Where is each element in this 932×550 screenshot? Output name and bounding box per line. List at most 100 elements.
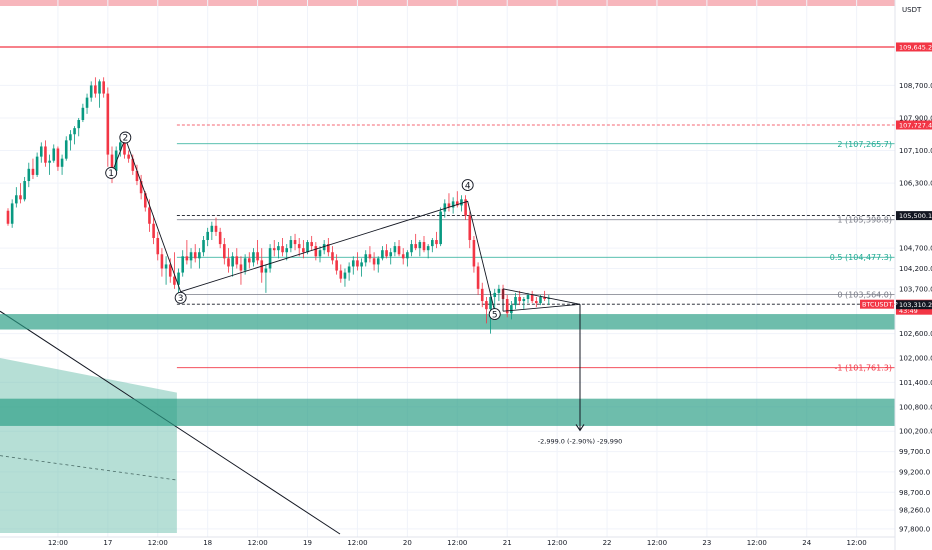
candle-body bbox=[214, 225, 218, 232]
candle-body bbox=[468, 215, 472, 241]
candle-body bbox=[19, 195, 22, 200]
candle-body bbox=[447, 203, 451, 208]
currency-label: USDT bbox=[902, 6, 922, 14]
price-tick-label: 99,200.0 bbox=[899, 468, 930, 476]
projection-arrowhead bbox=[575, 424, 585, 432]
candle-body bbox=[455, 201, 459, 206]
fib-level-label: 2 (107,265.7) bbox=[837, 140, 892, 149]
price-tick-label: 103,700.0 bbox=[899, 285, 932, 293]
candle-body bbox=[493, 292, 497, 297]
price-tick-label: 98,260.0 bbox=[899, 507, 930, 515]
candle-body bbox=[372, 258, 376, 265]
candle-body bbox=[522, 299, 526, 302]
candle-body bbox=[268, 248, 272, 269]
candle-body bbox=[381, 250, 384, 259]
candle-body bbox=[39, 146, 43, 157]
candle-body bbox=[77, 120, 81, 129]
demand-zones bbox=[0, 314, 895, 426]
candle-body bbox=[385, 250, 388, 257]
price-tags: 109,645.2107,727.4105,500.1103,323.043:4… bbox=[860, 42, 932, 315]
time-tick-label: 12:00 bbox=[148, 539, 168, 547]
time-tick-label: 12:00 bbox=[248, 539, 268, 547]
price-tick-label: 100,800.0 bbox=[899, 403, 932, 411]
candle-body bbox=[543, 296, 546, 300]
candle-body bbox=[231, 256, 234, 267]
time-tick-label: 21 bbox=[503, 539, 512, 547]
time-tick-label: 12:00 bbox=[48, 539, 68, 547]
candle-body bbox=[239, 264, 243, 271]
price-tick-label: 102,600.0 bbox=[899, 330, 932, 338]
time-axis-ticks: 12:00 17 12:00 18 12:00 19 12:00 20 12:00 21 12:00… bbox=[48, 539, 867, 547]
candle-body bbox=[160, 254, 164, 269]
candle-body bbox=[23, 181, 26, 200]
candle-body bbox=[81, 107, 85, 121]
candle-body bbox=[376, 258, 380, 265]
candle-body bbox=[514, 296, 517, 306]
candle-body bbox=[439, 211, 442, 245]
candle-body bbox=[368, 254, 372, 259]
candles bbox=[6, 77, 551, 334]
candle-body bbox=[526, 294, 530, 300]
wave-label: 5 bbox=[492, 310, 498, 320]
price-tick-label: 97,800.0 bbox=[899, 525, 930, 533]
candle-body bbox=[89, 85, 93, 98]
candle-body bbox=[164, 264, 168, 269]
demand-zone bbox=[0, 314, 895, 330]
candle-body bbox=[327, 244, 330, 253]
candle-body bbox=[331, 252, 334, 261]
candle-body bbox=[443, 203, 447, 212]
wave-marker bbox=[119, 131, 132, 144]
candle-body bbox=[223, 244, 226, 259]
fib-extension: 2 (107,265.7) 1 (105,398.8) 0.5 (104,477.3… bbox=[176, 140, 895, 373]
candle-body bbox=[489, 296, 492, 310]
candle-body bbox=[247, 258, 251, 263]
candle-body bbox=[431, 240, 434, 247]
candle-body bbox=[302, 248, 305, 253]
candle-body bbox=[52, 148, 56, 161]
price-tag-label: 107,727.4 bbox=[899, 121, 932, 129]
wave-marker bbox=[461, 179, 474, 192]
candle-body bbox=[198, 252, 201, 259]
candle-body bbox=[322, 244, 326, 251]
wave-marker bbox=[488, 308, 501, 321]
candle-body bbox=[410, 244, 413, 253]
candle-body bbox=[351, 260, 355, 267]
candle-body bbox=[485, 301, 488, 310]
candle-body bbox=[414, 244, 417, 249]
candle-body bbox=[464, 199, 467, 216]
time-tick-label: 24 bbox=[802, 539, 811, 547]
candle-body bbox=[518, 296, 521, 302]
price-tick-label: 108,700.0 bbox=[899, 82, 932, 90]
wave-label: 1 bbox=[108, 169, 114, 179]
measure-label: -2,999.0 (-2.90%) -29,990 bbox=[538, 437, 622, 445]
time-tick-label: 23 bbox=[702, 539, 711, 547]
time-tick-label: 12:00 bbox=[347, 539, 367, 547]
triangle-lower-line bbox=[502, 303, 581, 312]
candle-body bbox=[69, 134, 72, 141]
price-axis-panel[interactable] bbox=[895, 0, 932, 550]
candle-body bbox=[256, 252, 259, 261]
candle-body bbox=[243, 258, 247, 271]
price-tag-label: 103,310.2 bbox=[899, 301, 932, 309]
candle-body bbox=[173, 276, 176, 285]
price-tick-label: 106,300.0 bbox=[899, 180, 932, 188]
candle-body bbox=[426, 246, 430, 251]
wave-label: 3 bbox=[178, 294, 184, 304]
symbol-tag-label: BTCUSDT.P bbox=[862, 300, 898, 308]
candle-body bbox=[119, 142, 122, 151]
candle-body bbox=[480, 288, 484, 302]
price-tag-box bbox=[896, 120, 932, 130]
candle-body bbox=[218, 231, 222, 245]
candle-body bbox=[451, 201, 455, 208]
candle-body bbox=[347, 266, 351, 273]
candle-body bbox=[360, 262, 363, 267]
candle-body bbox=[114, 150, 118, 171]
demand-zone bbox=[0, 398, 895, 426]
candle-body bbox=[539, 296, 542, 304]
price-tick-label: 107,900.0 bbox=[899, 114, 932, 122]
candle-body bbox=[127, 154, 130, 159]
candle-body bbox=[227, 258, 230, 267]
candle-body bbox=[281, 246, 284, 253]
candle-body bbox=[401, 254, 405, 259]
